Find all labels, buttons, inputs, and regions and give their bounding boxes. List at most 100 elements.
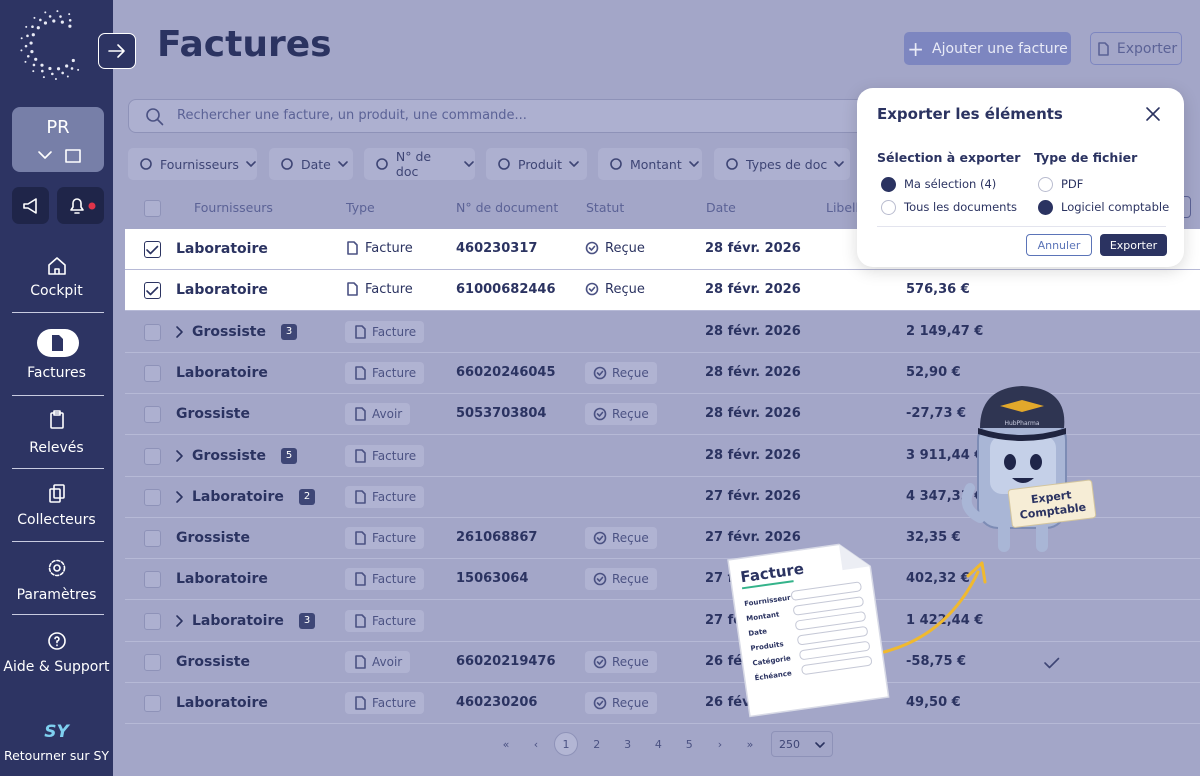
- plus-icon: +: [907, 36, 925, 61]
- row-checkbox[interactable]: [144, 530, 161, 548]
- column-header: Fournisseurs: [194, 200, 273, 215]
- radio-option[interactable]: Logiciel comptable: [1038, 199, 1183, 217]
- row-checkbox[interactable]: [144, 654, 161, 671]
- table-row[interactable]: Grossiste Facture 261068867 Reçue 27 févr. 2…: [125, 518, 1200, 560]
- status-label: Reçue: [612, 572, 649, 587]
- radio-option[interactable]: PDF: [1038, 176, 1183, 194]
- doc-icon: [347, 282, 358, 297]
- bell-icon: [67, 196, 97, 220]
- row-checkbox[interactable]: [144, 571, 161, 589]
- page-button[interactable]: 4: [654, 737, 662, 751]
- nav-icon: [46, 630, 68, 656]
- filter-icon: [610, 158, 622, 170]
- expand-chevron[interactable]: [175, 613, 185, 632]
- page-size-select[interactable]: 250: [771, 731, 833, 757]
- nav-item[interactable]: Relevés: [0, 400, 113, 461]
- status-label: Reçue: [605, 282, 645, 298]
- date: 28 févr. 2026: [705, 447, 801, 463]
- filter-button[interactable]: Date: [269, 148, 353, 180]
- table-row[interactable]: Laboratoire Facture 460230206 Reçue 26 févr.…: [125, 683, 1200, 725]
- row-checkbox[interactable]: [144, 282, 161, 300]
- row-checkbox[interactable]: [144, 406, 161, 424]
- expand-chevron[interactable]: [175, 324, 185, 343]
- table-row[interactable]: Grossiste Avoir 5053703804 Reçue 28 févr. 20…: [125, 394, 1200, 436]
- checked-mark: [1043, 655, 1061, 674]
- page-button[interactable]: «: [502, 737, 510, 751]
- filter-button[interactable]: Types de doc: [714, 148, 850, 180]
- confirm-button[interactable]: Exporter: [1100, 234, 1167, 256]
- notifications-button[interactable]: [57, 187, 104, 224]
- back-link[interactable]: Retourner sur SY: [3, 748, 110, 763]
- export-button[interactable]: Exporter: [1090, 32, 1182, 65]
- nav-item[interactable]: Cockpit: [0, 246, 113, 304]
- filter-button[interactable]: Fournisseurs: [128, 148, 257, 180]
- page-button[interactable]: ‹: [533, 737, 539, 751]
- page-button[interactable]: 3: [624, 737, 632, 751]
- megaphone-icon: [21, 196, 41, 220]
- supplier-name: Laboratoire: [192, 488, 284, 505]
- amount: 2 149,47 €: [906, 323, 984, 339]
- date: 27 févr. 2026: [705, 612, 801, 628]
- page-button[interactable]: 5: [685, 737, 693, 751]
- row-checkbox[interactable]: [144, 612, 161, 630]
- nav-item[interactable]: Collecteurs: [0, 474, 113, 533]
- filter-button[interactable]: N° de doc: [364, 148, 475, 180]
- doc-type-label: Facture: [372, 531, 417, 546]
- export-label: Exporter: [1116, 40, 1178, 57]
- cancel-button[interactable]: Annuler: [1026, 234, 1092, 256]
- row-checkbox[interactable]: [144, 364, 161, 382]
- doc-number: 15063064: [456, 571, 529, 587]
- page-button[interactable]: 1: [554, 732, 578, 756]
- doc-type: Facture: [345, 444, 425, 467]
- row-checkbox[interactable]: [144, 447, 161, 465]
- nav-separator: [12, 614, 104, 615]
- table-row[interactable]: Laboratoire 2 Facture 27 févr. 2026 4 347,33…: [125, 477, 1200, 518]
- table-row[interactable]: Grossiste Avoir 66020219476 Reçue 26 févr. 2…: [125, 642, 1200, 683]
- radio-option[interactable]: Tous les documents: [881, 199, 1026, 217]
- add-invoice-button[interactable]: + Ajouter une facture: [904, 32, 1071, 65]
- doc-icon: [355, 407, 366, 421]
- announcements-button[interactable]: [12, 187, 49, 224]
- radio-option[interactable]: Ma sélection (4): [881, 176, 1026, 194]
- doc-icon: [355, 489, 366, 504]
- doc-icon: [355, 613, 366, 628]
- table-row[interactable]: Laboratoire Facture 15063064 Reçue 27 févr. …: [125, 559, 1200, 601]
- amount: -58,75 €: [906, 654, 967, 669]
- table-row[interactable]: Laboratoire 3 Facture 27 févr. 2026 1 422,44…: [125, 601, 1200, 642]
- nav-separator: [12, 312, 104, 313]
- row-checkbox[interactable]: [144, 323, 161, 341]
- filter-button[interactable]: Produit: [486, 148, 587, 180]
- table-row[interactable]: Laboratoire Facture 66020246045 Reçue 28 fév…: [125, 353, 1200, 394]
- amount: 3 911,44 €: [906, 447, 984, 463]
- page-button[interactable]: 2: [593, 737, 601, 751]
- expand-chevron[interactable]: [175, 448, 185, 467]
- page-button[interactable]: »: [746, 737, 754, 751]
- table-row[interactable]: Grossiste 5 Facture 28 févr. 2026 3 911,44 €: [125, 436, 1200, 477]
- nav-label: Collecteurs: [17, 512, 96, 528]
- row-checkbox[interactable]: [144, 241, 161, 258]
- filter-button[interactable]: Montant: [598, 148, 702, 180]
- nav-label: Relevés: [29, 440, 84, 456]
- close-button[interactable]: [1145, 106, 1161, 126]
- collapse-button[interactable]: [98, 33, 136, 69]
- profile-card[interactable]: PR: [12, 107, 104, 172]
- doc-number: 460230206: [456, 695, 538, 711]
- doc-type-label: Avoir: [372, 655, 403, 669]
- nav-item[interactable]: Paramètres: [0, 548, 113, 608]
- doc-number: 66020219476: [456, 654, 556, 669]
- nav-label: Paramètres: [16, 587, 97, 603]
- row-checkbox[interactable]: [144, 695, 161, 713]
- doc-icon: [355, 324, 366, 339]
- nav-item[interactable]: Factures: [0, 323, 113, 386]
- page-button[interactable]: ›: [717, 737, 723, 751]
- date: 28 févr. 2026: [705, 323, 801, 339]
- table-row[interactable]: Grossiste 3 Facture 28 févr. 2026 2 149,47 €: [125, 312, 1200, 353]
- status-icon: [593, 696, 607, 710]
- expand-chevron[interactable]: [175, 489, 185, 508]
- nav-item[interactable]: Aide & Support: [0, 621, 113, 680]
- table-row[interactable]: Laboratoire Facture 61000682446 Reçue 28 fév…: [125, 270, 1200, 312]
- row-checkbox[interactable]: [144, 488, 161, 506]
- logo: [0, 0, 113, 94]
- check-icon: [146, 286, 159, 296]
- header-checkbox[interactable]: [144, 200, 161, 217]
